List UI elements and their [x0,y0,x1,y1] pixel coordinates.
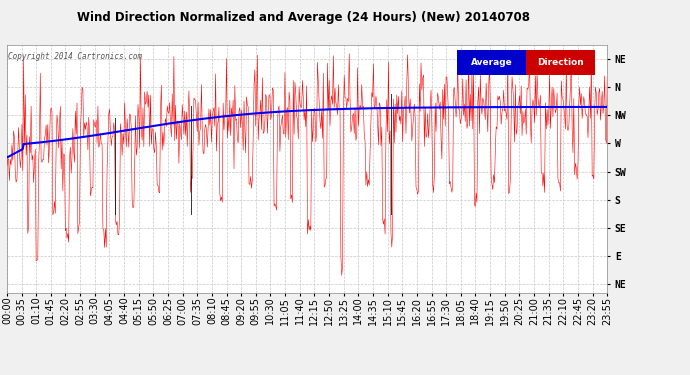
FancyBboxPatch shape [526,50,595,75]
Text: Direction: Direction [538,58,584,67]
Text: Average: Average [471,58,513,67]
Text: Copyright 2014 Cartronics.com: Copyright 2014 Cartronics.com [8,53,142,62]
FancyBboxPatch shape [457,50,526,75]
Text: Wind Direction Normalized and Average (24 Hours) (New) 20140708: Wind Direction Normalized and Average (2… [77,11,530,24]
